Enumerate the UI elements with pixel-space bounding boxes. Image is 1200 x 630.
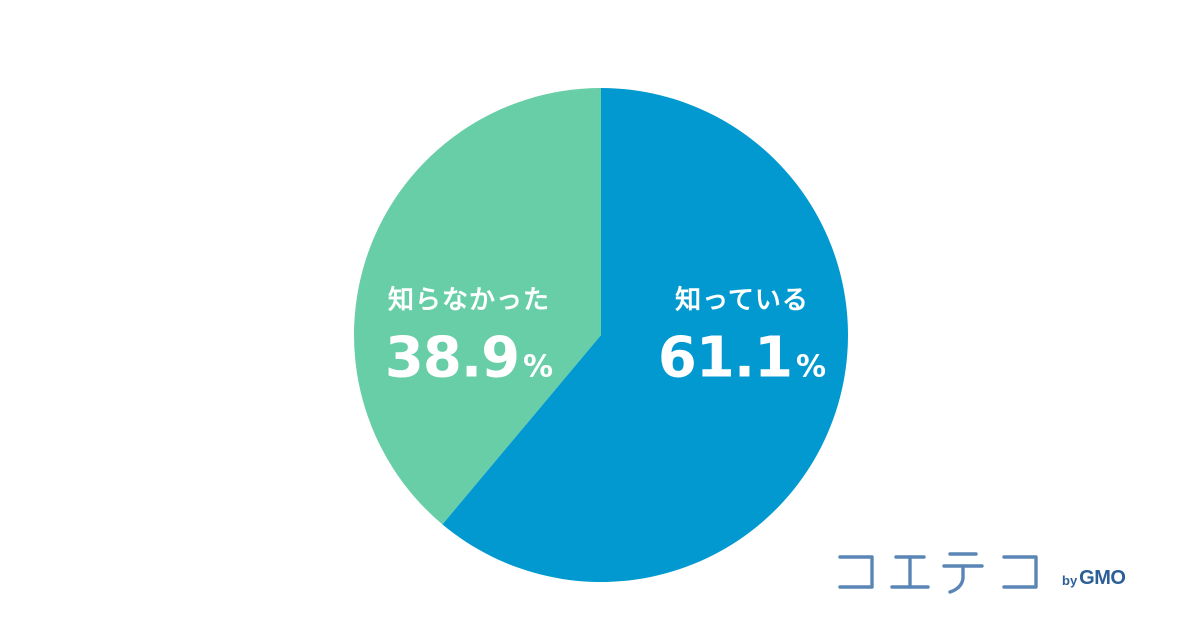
slice-unit-known: % [796, 349, 827, 385]
slice-label-unknown: 知らなかった 38.9% [385, 280, 553, 387]
pie-slice-known [442, 88, 849, 582]
slice-value-unknown: 38.9 [384, 325, 520, 391]
slice-label-known: 知っている 61.1% [658, 280, 826, 387]
slice-name-unknown: 知らなかった [387, 285, 551, 316]
slice-name-known: 知っている [675, 285, 809, 316]
slice-value-known: 61.1 [657, 325, 793, 391]
coeteco-logo: by GMO [836, 548, 1126, 598]
logo-by-text: by [1062, 572, 1078, 588]
slice-unit-unknown: % [523, 349, 554, 385]
logo-gmo-text: GMO [1079, 566, 1126, 589]
coeteco-wordmark-icon [838, 552, 1038, 594]
pie-slice-unknown [354, 88, 601, 525]
